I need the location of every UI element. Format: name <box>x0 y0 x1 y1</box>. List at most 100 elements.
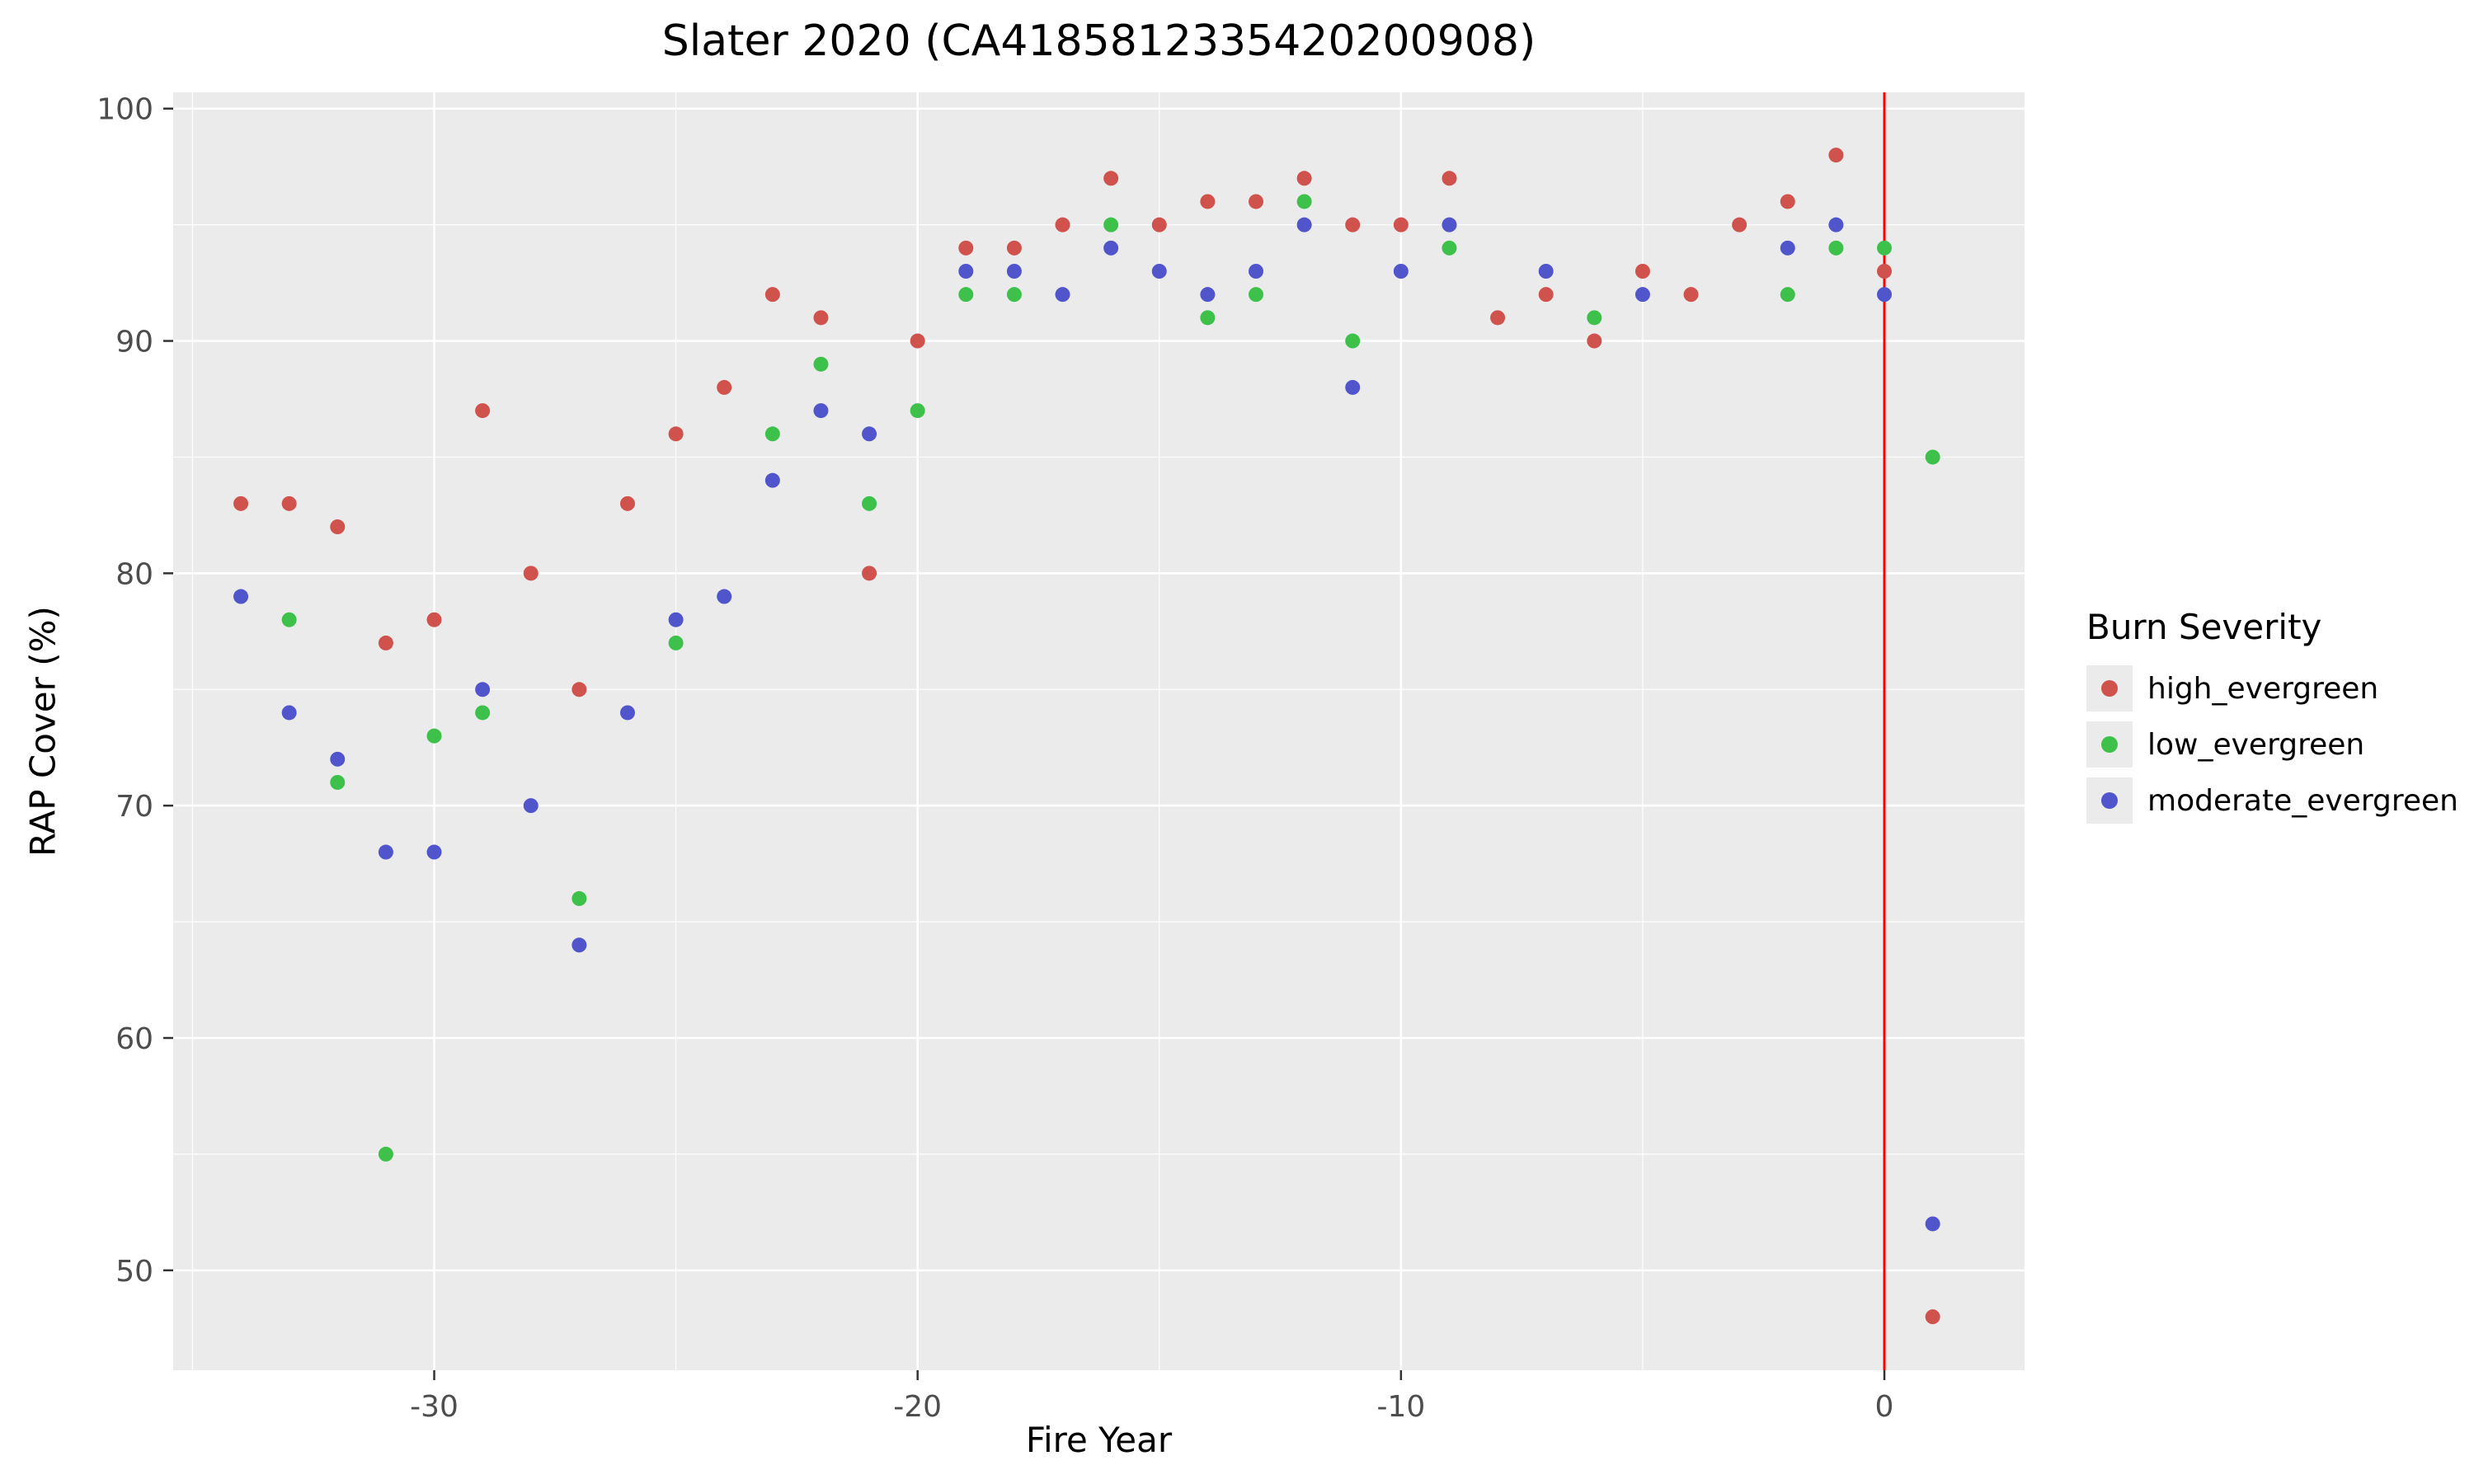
y-axis-title: RAP Cover (%) <box>22 606 63 857</box>
point-moderate_evergreen <box>862 426 877 442</box>
point-low_evergreen <box>1103 217 1119 232</box>
point-low_evergreen <box>1200 310 1216 326</box>
point-low_evergreen <box>1006 287 1022 303</box>
point-moderate_evergreen <box>475 682 491 697</box>
point-high_evergreen <box>1587 333 1602 349</box>
legend-dot-icon <box>2101 792 2118 809</box>
legend-label: moderate_evergreen <box>2147 783 2458 818</box>
point-low_evergreen <box>862 495 877 511</box>
legend-items: high_evergreen low_evergreen moderate_ever… <box>2086 665 2458 824</box>
y-tick-label: 100 <box>96 93 153 127</box>
point-low_evergreen <box>1345 333 1361 349</box>
point-moderate_evergreen <box>1055 287 1070 303</box>
x-tick-label: 0 <box>1875 1390 1894 1424</box>
y-tick-label: 70 <box>115 790 153 824</box>
point-high_evergreen <box>378 635 393 650</box>
point-moderate_evergreen <box>1442 217 1457 232</box>
point-high_evergreen <box>1683 287 1699 303</box>
point-low_evergreen <box>1780 287 1795 303</box>
point-moderate_evergreen <box>1877 287 1893 303</box>
point-moderate_evergreen <box>813 403 829 419</box>
chart-title: Slater 2020 (CA4185812335420200908) <box>661 16 1536 66</box>
point-high_evergreen <box>1345 217 1361 232</box>
point-moderate_evergreen <box>1006 264 1022 279</box>
point-moderate_evergreen <box>426 844 442 860</box>
point-moderate_evergreen <box>764 472 780 488</box>
y-tick-label: 50 <box>115 1255 153 1289</box>
point-high_evergreen <box>1151 217 1167 232</box>
plot-panel <box>173 92 2025 1370</box>
point-high_evergreen <box>426 612 442 627</box>
point-low_evergreen <box>1828 240 1844 256</box>
point-high_evergreen <box>958 240 974 256</box>
point-low_evergreen <box>764 426 780 442</box>
point-high_evergreen <box>1925 1309 1940 1325</box>
point-moderate_evergreen <box>571 937 587 953</box>
legend-label: high_evergreen <box>2147 671 2379 706</box>
point-high_evergreen <box>233 495 249 511</box>
point-low_evergreen <box>813 356 829 372</box>
legend: Burn Severity high_evergreen low_evergree… <box>2086 607 2458 834</box>
point-high_evergreen <box>1393 217 1409 232</box>
point-high_evergreen <box>475 403 491 419</box>
point-moderate_evergreen <box>1634 287 1650 303</box>
point-high_evergreen <box>910 333 925 349</box>
point-high_evergreen <box>764 287 780 303</box>
point-low_evergreen <box>1249 287 1264 303</box>
point-moderate_evergreen <box>668 612 684 627</box>
point-moderate_evergreen <box>619 705 635 721</box>
point-high_evergreen <box>1490 310 1506 326</box>
point-moderate_evergreen <box>1249 264 1264 279</box>
point-moderate_evergreen <box>1828 217 1844 232</box>
point-low_evergreen <box>668 635 684 650</box>
point-low_evergreen <box>426 728 442 744</box>
y-tick-label: 80 <box>115 557 153 591</box>
x-axis-title: Fire Year <box>1025 1420 1173 1460</box>
point-moderate_evergreen <box>1345 379 1361 395</box>
point-low_evergreen <box>475 705 491 721</box>
point-high_evergreen <box>717 379 732 395</box>
point-low_evergreen <box>281 612 297 627</box>
point-low_evergreen <box>1296 194 1312 209</box>
point-moderate_evergreen <box>233 589 249 604</box>
x-tick-label: -10 <box>1376 1390 1425 1424</box>
point-moderate_evergreen <box>1200 287 1216 303</box>
point-moderate_evergreen <box>1393 264 1409 279</box>
point-moderate_evergreen <box>1296 217 1312 232</box>
point-high_evergreen <box>330 519 346 534</box>
point-high_evergreen <box>1877 264 1893 279</box>
point-moderate_evergreen <box>523 798 539 814</box>
y-tick-label: 60 <box>115 1022 153 1056</box>
point-low_evergreen <box>330 775 346 790</box>
legend-label: low_evergreen <box>2147 727 2365 762</box>
point-low_evergreen <box>1925 449 1940 465</box>
point-low_evergreen <box>910 403 925 419</box>
point-high_evergreen <box>1442 171 1457 186</box>
point-low_evergreen <box>1442 240 1457 256</box>
point-high_evergreen <box>1200 194 1216 209</box>
point-high_evergreen <box>1634 264 1650 279</box>
legend-entry-high_evergreen: high_evergreen <box>2086 665 2458 711</box>
point-high_evergreen <box>1732 217 1747 232</box>
point-high_evergreen <box>1055 217 1070 232</box>
point-moderate_evergreen <box>1780 240 1795 256</box>
legend-entry-moderate_evergreen: moderate_evergreen <box>2086 777 2458 824</box>
point-moderate_evergreen <box>1103 240 1119 256</box>
point-high_evergreen <box>1780 194 1795 209</box>
point-low_evergreen <box>378 1146 393 1162</box>
point-moderate_evergreen <box>1925 1216 1940 1232</box>
point-high_evergreen <box>523 566 539 581</box>
point-moderate_evergreen <box>281 705 297 721</box>
legend-entry-low_evergreen: low_evergreen <box>2086 721 2458 768</box>
point-high_evergreen <box>1538 287 1554 303</box>
point-low_evergreen <box>1877 240 1893 256</box>
point-low_evergreen <box>958 287 974 303</box>
point-high_evergreen <box>1103 171 1119 186</box>
legend-key <box>2086 665 2133 711</box>
legend-dot-icon <box>2101 680 2118 697</box>
point-high_evergreen <box>1296 171 1312 186</box>
point-high_evergreen <box>571 682 587 697</box>
point-high_evergreen <box>281 495 297 511</box>
point-moderate_evergreen <box>330 751 346 767</box>
